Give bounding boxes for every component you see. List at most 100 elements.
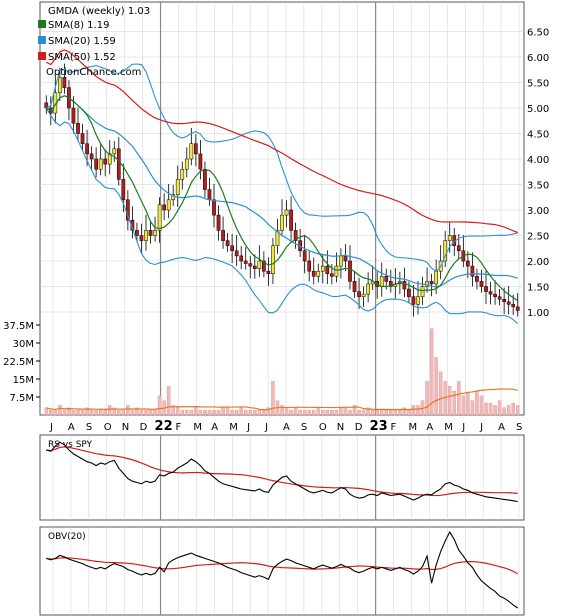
candle-body [325,265,330,275]
candle-body [180,168,185,180]
price-tick-label: 3.50 [527,181,549,192]
obv-average-line [46,557,519,575]
candle-body [479,281,484,287]
volume-bar [438,371,443,416]
volume-bar [398,410,402,416]
x-tick-label: A [426,422,433,433]
volume-bar [126,405,130,416]
rs-lines [46,441,518,503]
volume-bar [266,407,271,416]
candle-body [239,255,244,262]
candle-body [71,107,76,124]
volume-bar [434,357,438,416]
x-tick-label: A [283,422,290,433]
volume-bar [343,407,348,416]
volume-bar [447,386,452,416]
candle-body [330,273,334,277]
volume-bar [457,381,461,416]
candle-body [62,77,67,88]
volume-bar [62,410,67,416]
candle-body [166,199,171,211]
candle-body [243,260,248,264]
volume-bar [384,410,389,416]
volume-average-line [46,388,518,411]
volume-bar [352,405,357,416]
legend-swatch-sma20 [38,36,46,44]
x-tick-label: S [86,422,92,433]
candle-body [162,204,166,211]
candle-body [379,276,384,287]
volume-bar [311,410,316,416]
volume-bar [144,410,148,416]
x-tick-label: 23 [370,419,388,434]
candle-body [153,230,157,236]
volume-bar [348,410,352,416]
candle-body [189,143,194,160]
candle-body [284,209,289,216]
candle-body [221,230,225,241]
volume-bar [230,410,234,416]
obv-line [46,530,519,609]
obv-lines [46,530,519,609]
candle-body [171,194,176,201]
candle-body [493,293,497,297]
x-tick-label: 22 [155,419,173,434]
candle-body [157,204,162,231]
volume-bar [175,407,180,416]
volume-bar [130,410,135,416]
candle-body [388,281,393,287]
price-tick-label: 6.50 [527,28,549,39]
candle-body [307,260,312,272]
volume-bar [271,381,275,416]
x-axis: J A S O N D 22 F M A M J J A S O N D 23 F M A M J J A S [49,419,522,434]
volume-bar [67,407,71,416]
obv-panel-frame [39,526,525,616]
volume-bar [253,410,257,416]
volume-bar [239,407,243,416]
volume-bar [234,410,239,416]
volume-bar [511,402,515,416]
price-tick-label: 4.00 [527,155,549,166]
volume-bar [493,405,497,416]
rs-line [46,441,518,503]
candle-body [515,306,520,311]
volume-bar [257,410,262,416]
x-tick-label: J [264,422,268,433]
candle-body [488,291,493,295]
candle-body [225,240,230,246]
volume-tick-label: 15M [13,375,34,386]
candle-body [198,153,203,170]
candle-body [443,240,448,262]
volume-tick-label: 37.5M [3,321,34,332]
price-tick-label: 5.00 [527,104,549,115]
price-tick-label: 4.50 [527,130,549,141]
candle-body [139,235,144,241]
volume-bar [103,410,107,416]
volume-bar [393,410,398,416]
rs-average-line [46,446,518,497]
volume-bar [479,395,484,416]
volume-bar [325,410,330,416]
volume-bar [379,410,384,416]
volume-bar [139,410,144,416]
candle-body [416,296,420,305]
candle-body [275,230,280,246]
candle-body [194,143,198,155]
legend-sma8: SMA(8) 1.19 [48,20,109,31]
volume-bar [198,410,203,416]
volume-bar [293,407,298,416]
volume-bar [148,410,153,416]
volume-bar [402,407,407,416]
candle-body [334,265,339,277]
volume-tick-label: 30M [13,339,34,350]
x-tick-label: N [122,422,129,433]
volume-tick-label: 7.5M [9,393,34,404]
x-tick-label: D [140,422,148,433]
legend-sma50: SMA(50) 1.52 [48,52,116,63]
x-tick-label: N [337,422,344,433]
x-tick-label: M [193,422,202,433]
candle-body [121,179,126,201]
volume-bar [71,410,76,416]
watermark: OptionChance.com [46,67,141,78]
